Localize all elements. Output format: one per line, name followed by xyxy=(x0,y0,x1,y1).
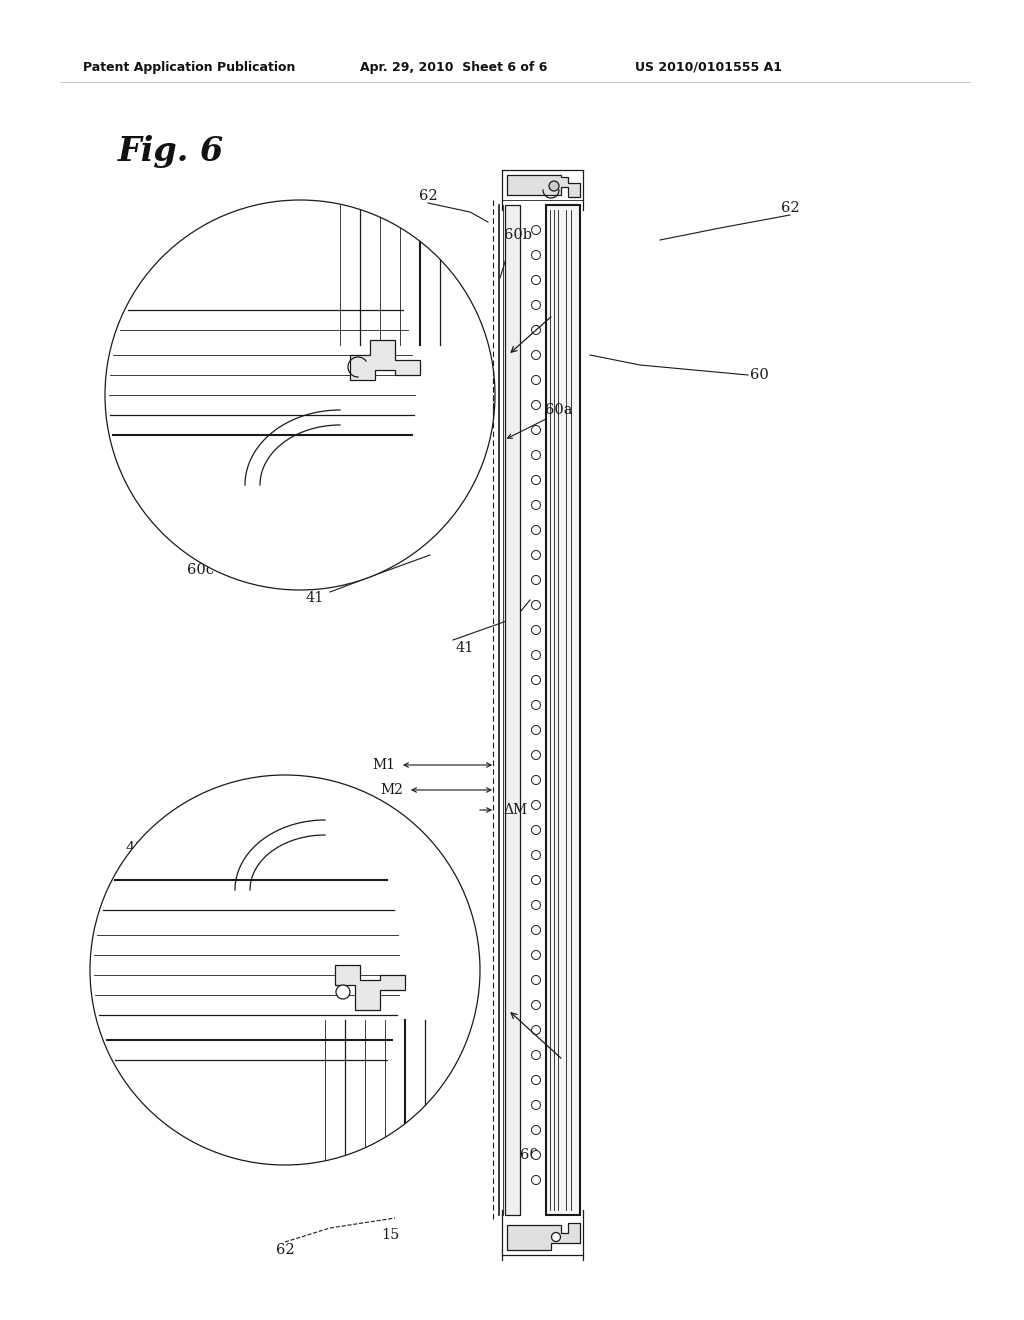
Text: 41: 41 xyxy=(306,591,325,605)
Circle shape xyxy=(531,900,541,909)
Text: 60a: 60a xyxy=(545,403,572,417)
Text: 62: 62 xyxy=(419,189,437,203)
Circle shape xyxy=(531,1151,541,1159)
Circle shape xyxy=(531,576,541,585)
Polygon shape xyxy=(350,341,420,380)
Text: 62: 62 xyxy=(780,201,800,215)
Circle shape xyxy=(531,326,541,334)
Text: 41: 41 xyxy=(126,841,144,855)
Text: 41: 41 xyxy=(455,642,473,655)
Circle shape xyxy=(531,276,541,285)
Circle shape xyxy=(531,251,541,260)
Text: ΔM: ΔM xyxy=(503,803,527,817)
Circle shape xyxy=(531,1101,541,1110)
Circle shape xyxy=(531,1026,541,1035)
Circle shape xyxy=(531,550,541,560)
Circle shape xyxy=(531,450,541,459)
Text: M1: M1 xyxy=(372,758,395,772)
Circle shape xyxy=(531,375,541,384)
Circle shape xyxy=(531,1051,541,1060)
Circle shape xyxy=(531,726,541,734)
Bar xyxy=(546,205,580,1214)
Text: US 2010/0101555 A1: US 2010/0101555 A1 xyxy=(635,61,782,74)
Bar xyxy=(505,205,520,1214)
Text: M2: M2 xyxy=(380,783,403,797)
Circle shape xyxy=(531,875,541,884)
Circle shape xyxy=(531,425,541,434)
Circle shape xyxy=(531,776,541,784)
Circle shape xyxy=(531,351,541,359)
Circle shape xyxy=(531,626,541,635)
Circle shape xyxy=(531,226,541,235)
Text: 15: 15 xyxy=(381,1228,399,1242)
Circle shape xyxy=(531,500,541,510)
Circle shape xyxy=(531,950,541,960)
Text: Patent Application Publication: Patent Application Publication xyxy=(83,61,295,74)
Polygon shape xyxy=(507,1224,580,1250)
Circle shape xyxy=(531,1176,541,1184)
Circle shape xyxy=(549,181,559,191)
Circle shape xyxy=(531,525,541,535)
Circle shape xyxy=(336,985,350,999)
Circle shape xyxy=(552,1233,560,1242)
Text: 62: 62 xyxy=(275,1243,294,1257)
Text: 70: 70 xyxy=(138,348,158,362)
Circle shape xyxy=(531,400,541,409)
Circle shape xyxy=(531,751,541,759)
Text: 60c: 60c xyxy=(186,564,213,577)
Circle shape xyxy=(531,1076,541,1085)
Circle shape xyxy=(531,925,541,935)
Text: 60: 60 xyxy=(520,1148,539,1162)
Circle shape xyxy=(531,601,541,610)
Circle shape xyxy=(105,201,495,590)
Circle shape xyxy=(531,850,541,859)
Polygon shape xyxy=(507,176,580,197)
Circle shape xyxy=(531,651,541,660)
Circle shape xyxy=(531,975,541,985)
Text: 60b: 60b xyxy=(504,228,532,242)
Circle shape xyxy=(531,825,541,834)
Circle shape xyxy=(531,475,541,484)
Circle shape xyxy=(531,701,541,710)
Circle shape xyxy=(531,676,541,685)
Circle shape xyxy=(531,1126,541,1134)
Circle shape xyxy=(531,301,541,309)
Text: Fig. 6: Fig. 6 xyxy=(118,136,224,169)
Circle shape xyxy=(531,1001,541,1010)
Polygon shape xyxy=(335,965,406,1010)
Text: 60: 60 xyxy=(750,368,769,381)
Circle shape xyxy=(531,800,541,809)
Circle shape xyxy=(90,775,480,1166)
Text: Apr. 29, 2010  Sheet 6 of 6: Apr. 29, 2010 Sheet 6 of 6 xyxy=(360,61,548,74)
